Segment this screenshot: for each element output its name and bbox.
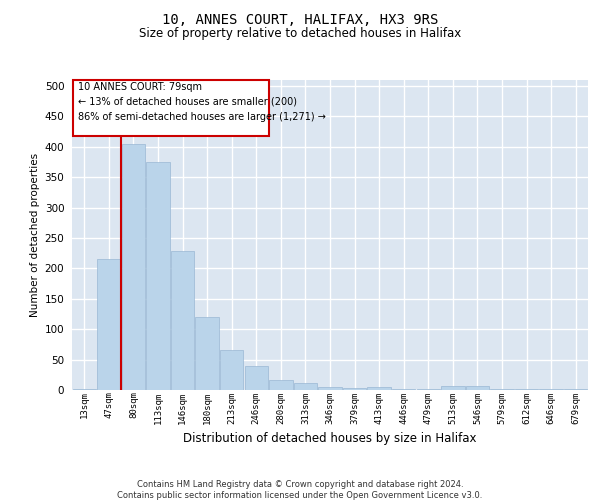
Bar [441,386,464,390]
Bar [146,162,170,390]
Bar [269,380,293,390]
Bar [343,388,366,390]
Bar [294,382,317,390]
Bar [416,389,440,390]
Text: Contains public sector information licensed under the Open Government Licence v3: Contains public sector information licen… [118,491,482,500]
Bar [220,350,244,390]
Bar [73,389,96,390]
Text: Size of property relative to detached houses in Halifax: Size of property relative to detached ho… [139,28,461,40]
Bar [466,386,489,390]
Bar [564,389,587,390]
Bar [490,389,514,390]
Bar [319,387,341,390]
Bar [245,366,268,390]
Bar [122,144,145,390]
Y-axis label: Number of detached properties: Number of detached properties [31,153,40,317]
X-axis label: Distribution of detached houses by size in Halifax: Distribution of detached houses by size … [183,432,477,445]
Bar [392,389,415,390]
Bar [196,317,219,390]
Bar [367,387,391,390]
Text: Contains HM Land Registry data © Crown copyright and database right 2024.: Contains HM Land Registry data © Crown c… [137,480,463,489]
Bar [97,260,121,390]
Text: 10, ANNES COURT, HALIFAX, HX3 9RS: 10, ANNES COURT, HALIFAX, HX3 9RS [162,12,438,26]
Bar [171,252,194,390]
Text: 10 ANNES COURT: 79sqm
← 13% of detached houses are smaller (200)
86% of semi-det: 10 ANNES COURT: 79sqm ← 13% of detached … [78,82,326,122]
